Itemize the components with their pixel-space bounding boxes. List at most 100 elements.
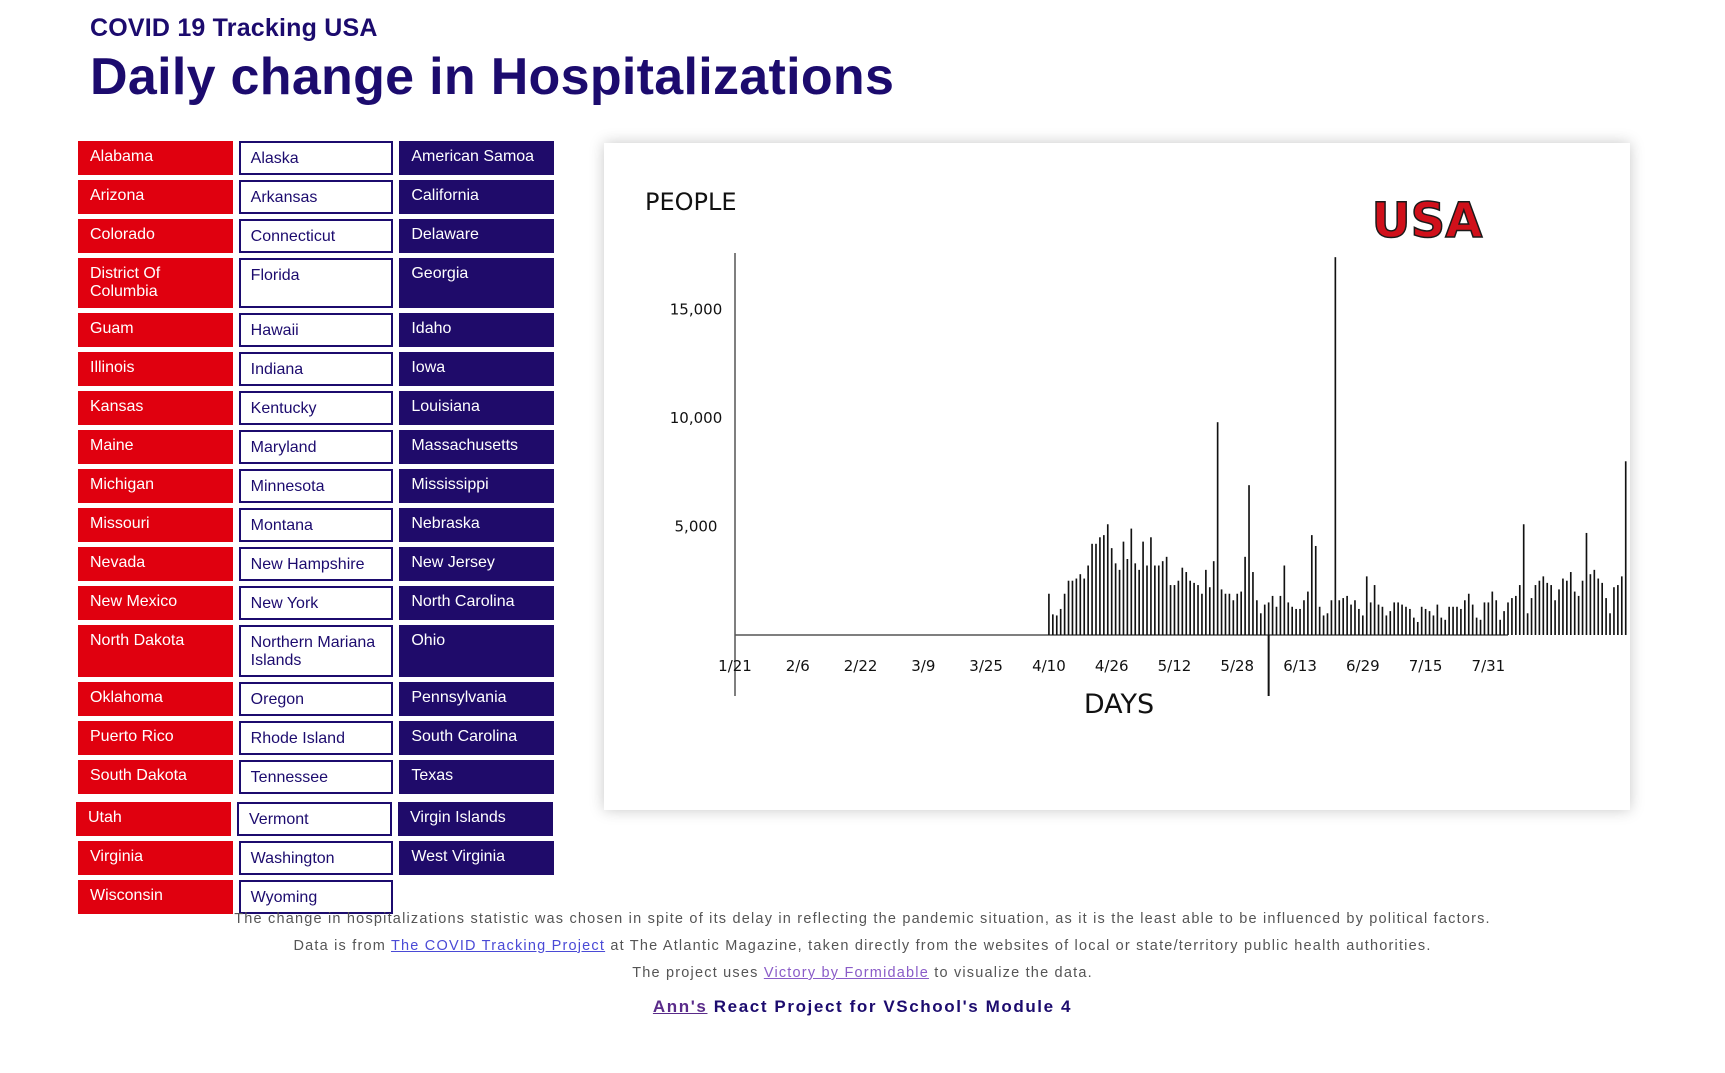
bar — [1310, 535, 1313, 635]
state-button-colorado[interactable]: Colorado — [78, 219, 233, 253]
state-button-south-carolina[interactable]: South Carolina — [399, 721, 555, 755]
state-button-delaware[interactable]: Delaware — [399, 219, 555, 253]
state-button-maine[interactable]: Maine — [78, 430, 233, 464]
state-button-puerto-rico[interactable]: Puerto Rico — [78, 721, 233, 755]
state-button-north-dakota[interactable]: North Dakota — [78, 625, 233, 677]
state-button-north-carolina[interactable]: North Carolina — [399, 586, 555, 620]
state-button-nebraska[interactable]: Nebraska — [399, 508, 555, 542]
state-button-arizona[interactable]: Arizona — [78, 180, 233, 214]
bar — [1083, 578, 1086, 635]
bar — [1420, 606, 1423, 635]
state-button-minnesota[interactable]: Minnesota — [238, 469, 394, 503]
bar — [1114, 563, 1117, 635]
state-button-oklahoma[interactable]: Oklahoma — [78, 682, 233, 716]
bar — [1550, 585, 1552, 635]
state-button-alabama[interactable]: Alabama — [78, 141, 233, 175]
state-row: Kansas Kentucky Louisiana — [78, 391, 555, 425]
bar — [1232, 600, 1235, 635]
state-button-new-hampshire[interactable]: New Hampshire — [238, 547, 394, 581]
state-button-american-samoa[interactable]: American Samoa — [399, 141, 555, 175]
bar — [1055, 615, 1058, 635]
bar — [1244, 556, 1246, 635]
state-button-guam[interactable]: Guam — [78, 313, 233, 347]
state-button-massachusetts[interactable]: Massachusetts — [399, 430, 555, 464]
site-subtitle: COVID 19 Tracking USA — [90, 14, 378, 42]
state-button-virgin-islands[interactable]: Virgin Islands — [398, 802, 553, 836]
state-button-oregon[interactable]: Oregon — [238, 682, 394, 716]
state-button-arkansas[interactable]: Arkansas — [238, 180, 394, 214]
state-button-alaska[interactable]: Alaska — [238, 141, 394, 175]
bar — [1256, 600, 1258, 635]
state-button-west-virginia[interactable]: West Virginia — [399, 841, 555, 875]
state-button-florida[interactable]: Florida — [238, 258, 394, 308]
state-button-michigan[interactable]: Michigan — [78, 469, 233, 503]
bar — [1373, 585, 1376, 635]
state-button-iowa[interactable]: Iowa — [399, 352, 555, 386]
bar — [1048, 593, 1050, 635]
state-button-new-mexico[interactable]: New Mexico — [78, 586, 233, 620]
bar — [1369, 602, 1372, 635]
state-button-pennsylvania[interactable]: Pennsylvania — [399, 682, 555, 716]
state-button-vermont[interactable]: Vermont — [237, 802, 392, 836]
state-button-northern-mariana-islands[interactable]: Northern Mariana Islands — [238, 625, 394, 677]
bar — [1248, 485, 1250, 635]
bar — [1161, 561, 1164, 635]
state-button-kansas[interactable]: Kansas — [78, 391, 233, 425]
bar — [1546, 582, 1549, 635]
bar — [1601, 582, 1603, 635]
state-button-georgia[interactable]: Georgia — [399, 258, 555, 308]
state-button-wisconsin[interactable]: Wisconsin — [78, 880, 233, 914]
bar — [1365, 576, 1368, 635]
bar — [1416, 621, 1419, 635]
state-row: District Of Columbia Florida Georgia — [78, 258, 555, 308]
bar — [1569, 572, 1572, 635]
state-button-utah[interactable]: Utah — [76, 802, 231, 836]
victory-link[interactable]: Victory by Formidable — [763, 965, 929, 981]
x-axis-title: DAYS — [1084, 689, 1154, 720]
bar — [1467, 593, 1470, 635]
covid-tracking-project-link[interactable]: The COVID Tracking Project — [390, 938, 606, 954]
state-button-washington[interactable]: Washington — [238, 841, 394, 875]
state-row: Nevada New Hampshire New Jersey — [78, 547, 555, 581]
state-button-ohio[interactable]: Ohio — [399, 625, 555, 677]
state-button-kentucky[interactable]: Kentucky — [238, 391, 394, 425]
bar — [1479, 619, 1482, 635]
state-button-mississippi[interactable]: Mississippi — [399, 469, 555, 503]
x-tick-label: 7/15 — [1409, 657, 1443, 675]
state-row: Illinois Indiana Iowa — [78, 352, 555, 386]
bar — [1193, 582, 1195, 635]
y-tick-label: 5,000 — [675, 517, 718, 535]
state-button-district-of-columbia[interactable]: District Of Columbia — [78, 258, 233, 308]
state-button-montana[interactable]: Montana — [238, 508, 394, 542]
state-button-nevada[interactable]: Nevada — [78, 547, 233, 581]
state-button-wyoming[interactable]: Wyoming — [238, 880, 394, 914]
state-button-hawaii[interactable]: Hawaii — [238, 313, 394, 347]
bar — [1585, 532, 1588, 635]
y-tick-label: 15,000 — [670, 300, 723, 318]
bar — [1448, 606, 1450, 635]
state-button-idaho[interactable]: Idaho — [399, 313, 555, 347]
state-button-connecticut[interactable]: Connecticut — [238, 219, 394, 253]
author-link[interactable]: Ann's — [652, 997, 708, 1016]
bar — [1511, 598, 1513, 635]
state-button-california[interactable]: California — [399, 180, 555, 214]
state-button-maryland[interactable]: Maryland — [238, 430, 394, 464]
state-button-missouri[interactable]: Missouri — [78, 508, 233, 542]
state-button-virginia[interactable]: Virginia — [78, 841, 233, 875]
bar — [1130, 528, 1133, 635]
state-button-new-jersey[interactable]: New Jersey — [399, 547, 555, 581]
state-row: New Mexico New York North Carolina — [78, 586, 555, 620]
state-button-illinois[interactable]: Illinois — [78, 352, 233, 386]
bar — [1573, 591, 1576, 635]
state-button-new-york[interactable]: New York — [238, 586, 394, 620]
state-button-south-dakota[interactable]: South Dakota — [78, 760, 233, 794]
bar — [1307, 591, 1309, 635]
state-button-louisiana[interactable]: Louisiana — [399, 391, 555, 425]
state-button-indiana[interactable]: Indiana — [238, 352, 394, 386]
state-button-rhode-island[interactable]: Rhode Island — [238, 721, 394, 755]
x-tick-label: 6/13 — [1283, 657, 1317, 675]
state-button-texas[interactable]: Texas — [399, 760, 555, 794]
bar — [1526, 613, 1529, 635]
bar — [1212, 561, 1215, 635]
state-button-tennessee[interactable]: Tennessee — [238, 760, 394, 794]
